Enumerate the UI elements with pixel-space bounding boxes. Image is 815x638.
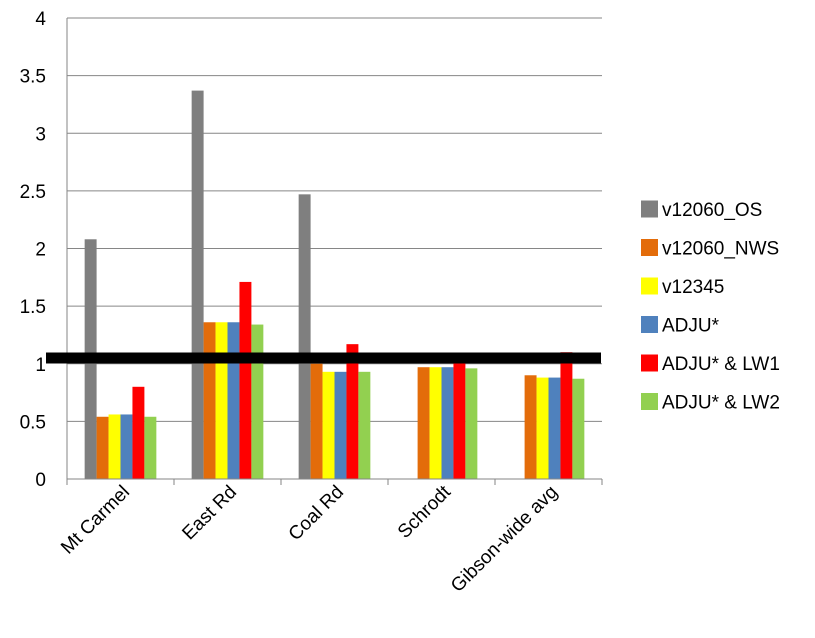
- y-tick-label: 1.5: [20, 297, 46, 318]
- y-tick-label: 0.5: [20, 412, 46, 433]
- x-tick-label: Gibson-wide avg: [447, 482, 562, 597]
- bar: [251, 324, 264, 479]
- bar: [132, 386, 145, 479]
- legend-swatch: [641, 393, 658, 410]
- legend-label: v12345: [662, 277, 724, 298]
- bar: [429, 367, 442, 479]
- legend-label: ADJU* & LW1: [662, 354, 780, 375]
- legend-swatch: [641, 200, 658, 218]
- bar: [239, 281, 252, 479]
- x-tick-label: Schrodt: [394, 481, 456, 543]
- bar: [465, 368, 478, 479]
- bar: [572, 378, 585, 479]
- x-tick-label: Mt Carmel: [57, 482, 134, 559]
- bar: [322, 371, 335, 479]
- y-tick-label: 3.5: [20, 67, 46, 88]
- legend-label: v12060_OS: [662, 200, 762, 221]
- bar: [227, 322, 240, 479]
- bar: [453, 361, 466, 479]
- bar: [548, 377, 561, 479]
- legend-label: ADJU* & LW2: [662, 393, 780, 414]
- y-tick-label: 2: [35, 240, 46, 261]
- y-axis: 0 0.5 1 1.5 2 2.5 3 3.5 4: [20, 9, 68, 491]
- bar: [298, 194, 311, 479]
- y-tick-label: 0: [35, 470, 46, 491]
- y-tick-label: 2.5: [20, 182, 46, 203]
- legend-swatch: [641, 354, 658, 372]
- bar: [441, 367, 454, 479]
- legend-swatch: [641, 316, 658, 333]
- bar: [524, 375, 537, 479]
- legend-label: v12060_NWS: [662, 239, 779, 260]
- bar: [191, 90, 204, 480]
- x-tick-label: Coal Rd: [285, 482, 348, 545]
- legend: v12060_OS v12060_NWS v12345 ADJU* ADJU* & LW…: [641, 200, 780, 414]
- x-tick-label: East Rd: [178, 482, 241, 545]
- legend-swatch: [641, 239, 658, 256]
- bar: [144, 416, 157, 479]
- bar: [536, 377, 549, 479]
- bar: [120, 414, 133, 479]
- y-tick-label: 1: [35, 355, 46, 376]
- y-tick-label: 3: [35, 124, 46, 145]
- legend-label: ADJU*: [662, 316, 720, 337]
- gridlines: [67, 17, 602, 422]
- bar: [346, 344, 359, 479]
- bar: [560, 352, 573, 479]
- bar: [358, 371, 371, 479]
- bar: [334, 371, 347, 479]
- bar: [215, 322, 228, 479]
- bar: [108, 414, 121, 479]
- y-tick-label: 4: [35, 9, 46, 30]
- legend-swatch: [641, 277, 658, 295]
- bar: [96, 416, 109, 479]
- bar: [417, 367, 430, 479]
- bars: [84, 90, 585, 480]
- bar: [310, 363, 323, 479]
- bar: [203, 322, 216, 479]
- x-axis: Mt Carmel East Rd Coal Rd SchrodtGibson-wid…: [57, 478, 603, 597]
